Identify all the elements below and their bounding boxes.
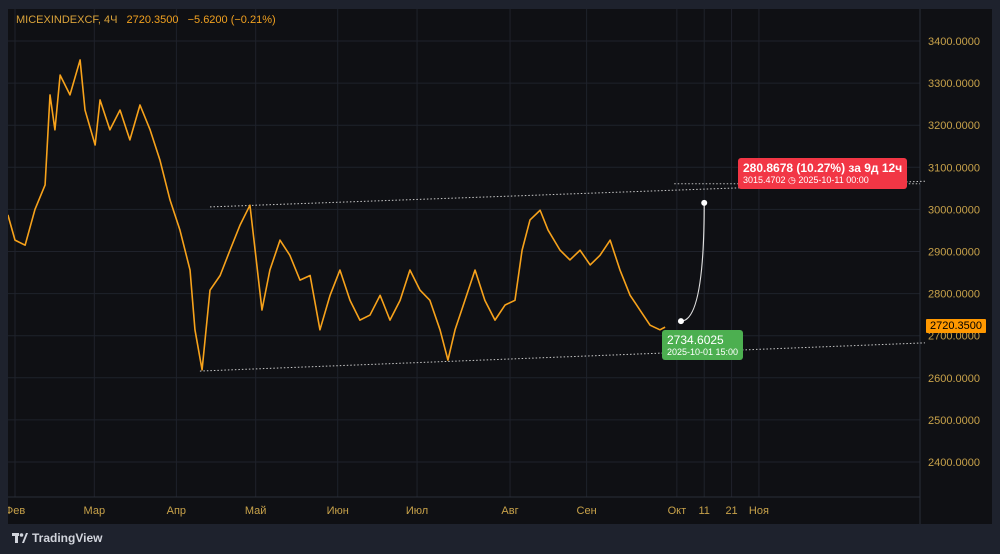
y-tick-label: 3200.0000 — [928, 120, 980, 132]
y-tick-label: 3300.0000 — [928, 78, 980, 90]
x-tick-label: Апр — [167, 505, 186, 517]
price-line — [8, 59, 666, 371]
x-tick-label: Окт — [668, 505, 687, 517]
forecast-start-price: 2734.6025 — [667, 333, 724, 347]
forecast-end-label: 280.8678 (10.27%) за 9д 12ч 3015.4702 ◷ … — [738, 158, 908, 189]
forecast-start-label: 2734.6025 2025-10-01 15:00 — [662, 330, 744, 360]
price-chart[interactable]: 3400.0000 3300.0000 3200.0000 3100.0000 3000… — [8, 9, 992, 524]
legend: MICEXINDEXCF, 4Ч 2720.3500 −5.6200 (−0.2… — [16, 14, 282, 26]
symbol-label: MICEXINDEXCF, 4Ч — [16, 14, 118, 26]
y-tick-label: 3400.0000 — [928, 36, 980, 48]
forecast-start-date: 2025-10-01 15:00 — [667, 347, 739, 357]
x-tick-label: Сен — [577, 505, 597, 517]
x-tick-label: Авг — [501, 505, 518, 517]
x-tick-label: Июл — [406, 505, 428, 517]
brand-name: TradingView — [32, 531, 103, 545]
y-tick-label: 2500.0000 — [928, 415, 980, 427]
tradingview-logo-icon — [12, 533, 28, 543]
x-tick-label: Май — [245, 505, 267, 517]
y-tick-label: 3000.0000 — [928, 204, 980, 216]
price-change: −5.6200 (−0.21%) — [187, 14, 276, 26]
chart-area[interactable]: 3400.0000 3300.0000 3200.0000 3100.0000 3000… — [8, 9, 992, 524]
forecast-end-point — [701, 199, 708, 206]
y-tick-label: 2600.0000 — [928, 373, 980, 385]
last-price-label: 2720.3500 — [926, 319, 986, 333]
forecast-curve — [680, 202, 705, 322]
y-tick-label: 2900.0000 — [928, 247, 980, 259]
price-value: 2720.3500 — [126, 14, 179, 26]
x-tick-label: Июн — [327, 505, 349, 517]
forecast-target: 3015.4702 ◷ 2025-10-11 00:00 — [743, 175, 869, 185]
forecast-change: 280.8678 (10.27%) за 9д 12ч — [743, 161, 903, 175]
y-tick-label: 3100.0000 — [928, 162, 980, 174]
tradingview-logo[interactable]: TradingView — [12, 531, 102, 545]
x-tick-label: Мар — [84, 505, 106, 517]
y-tick-label: 2400.0000 — [928, 457, 980, 469]
x-tick-label: 21 — [725, 505, 737, 517]
forecast-start-point — [677, 318, 684, 325]
y-tick-label: 2700.0000 — [928, 331, 980, 343]
x-tick-label: Фев — [8, 505, 25, 517]
channel-line-lower — [199, 342, 925, 372]
x-tick-label: 11 — [699, 505, 710, 517]
y-tick-label: 2800.0000 — [928, 289, 980, 301]
x-tick-label: Ноя — [749, 505, 769, 517]
